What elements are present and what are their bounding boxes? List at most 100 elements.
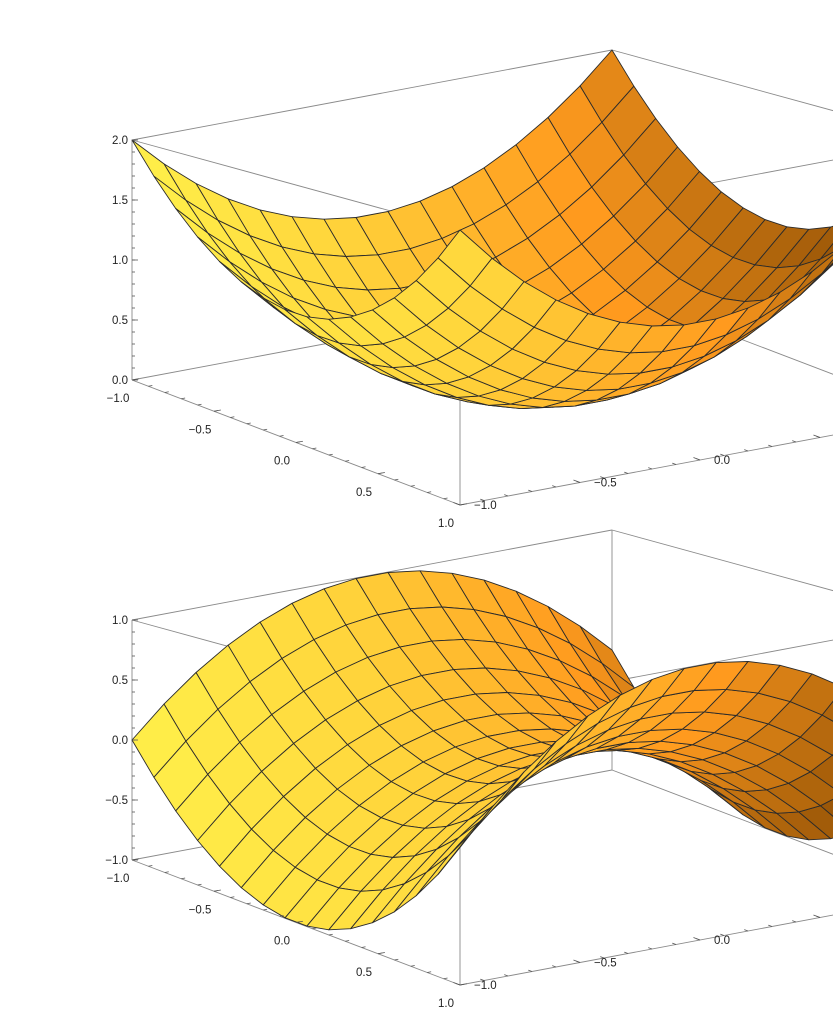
y-minor-tick: [744, 449, 749, 452]
x-minor-tick: [312, 447, 317, 450]
x-minor-tick: [377, 472, 383, 475]
z-tick-label: 1.0: [112, 615, 128, 627]
box-edge: [131, 529, 613, 621]
x-minor-tick: [427, 971, 432, 973]
y-minor-tick: [552, 485, 557, 488]
x-minor-tick: [213, 410, 219, 412]
x-minor-tick: [328, 933, 333, 936]
x-minor-tick: [361, 466, 366, 468]
surface-facet: [437, 229, 493, 287]
y-minor-tick: [456, 983, 461, 986]
x-minor-tick: [427, 491, 432, 493]
x-minor-tick: [345, 460, 350, 462]
y-minor-tick: [768, 444, 773, 447]
y-minor-tick: [744, 929, 749, 932]
y-minor-tick: [600, 956, 605, 959]
y-minor-tick: [720, 453, 725, 456]
z-tick-label: 0.5: [112, 315, 128, 327]
x-minor-tick: [394, 478, 399, 481]
z-tick-label: 0.0: [112, 375, 128, 387]
y-tick-label: −0.5: [594, 478, 617, 490]
y-minor-tick: [816, 915, 821, 918]
x-tick-label: 0.0: [274, 456, 290, 468]
x-minor-tick: [230, 416, 235, 418]
x-minor-tick: [443, 497, 448, 500]
x-minor-tick: [279, 915, 284, 917]
x-minor-tick: [164, 871, 169, 873]
y-minor-tick: [624, 471, 629, 474]
paraboloid-surface-plot[interactable]: −1.0−0.50.00.51.0−1.0−0.50.00.51.00.00.5…: [107, 49, 833, 530]
x-minor-tick: [443, 977, 448, 980]
y-minor-tick: [576, 960, 581, 963]
x-minor-tick: [197, 403, 202, 406]
y-tick-label: −1.0: [474, 500, 497, 512]
surface-facet: [131, 139, 187, 201]
surface-facet: [820, 798, 833, 817]
x-minor-tick: [361, 946, 366, 948]
y-minor-tick: [696, 458, 701, 461]
z-tick-label: 1.0: [112, 255, 128, 267]
box-edge: [459, 914, 833, 986]
x-minor-tick: [295, 441, 301, 443]
y-minor-tick: [504, 974, 509, 977]
x-minor-tick: [394, 958, 399, 961]
surface-facet: [820, 243, 833, 260]
x-tick-label: −1.0: [107, 873, 130, 885]
y-minor-tick: [528, 489, 533, 492]
box-edge: [459, 434, 833, 506]
surface-mesh: [131, 49, 833, 410]
y-tick-label: 0.0: [714, 935, 730, 947]
y-minor-tick: [816, 435, 821, 438]
x-minor-tick: [230, 896, 235, 898]
z-tick-label: 0.0: [112, 735, 128, 747]
x-minor-tick: [148, 865, 153, 867]
x-minor-tick: [410, 485, 415, 487]
z-tick-label: −1.0: [105, 855, 128, 867]
x-minor-tick: [263, 908, 268, 911]
x-minor-tick: [328, 453, 333, 456]
y-minor-tick: [480, 498, 485, 501]
y-minor-tick: [504, 494, 509, 497]
z-tick-label: 1.5: [112, 195, 128, 207]
y-minor-tick: [768, 924, 773, 927]
x-minor-tick: [148, 385, 153, 387]
y-minor-tick: [648, 947, 653, 950]
x-tick-label: 1.0: [438, 518, 454, 530]
saddle-surface-plot[interactable]: −1.0 −0.5 0.0 0.5 1.0 −1.0 −0.5 0.0 0.5 1.0 −1.0 −0…: [105, 529, 833, 1010]
y-minor-tick: [624, 951, 629, 954]
y-minor-tick: [720, 933, 725, 936]
y-minor-tick: [672, 942, 677, 945]
y-minor-tick: [792, 920, 797, 923]
box-edge: [611, 529, 833, 592]
z-tick-label: −0.5: [105, 795, 128, 807]
y-minor-tick: [600, 476, 605, 479]
surface-facet: [821, 700, 833, 722]
x-minor-tick: [279, 435, 284, 437]
z-tick-label: 2.0: [112, 135, 128, 147]
x-minor-tick: [181, 877, 186, 880]
x-minor-tick: [246, 902, 251, 905]
axes: −1.0 −0.5 0.0 0.5 1.0 −1.0 −0.5 0.0 0.5 1.0 −1.0 −0…: [105, 615, 821, 1010]
axes: −1.0−0.50.00.51.0−1.0−0.50.00.51.00.00.5…: [107, 135, 821, 530]
x-tick-label: 0.5: [356, 967, 372, 979]
surface-facet: [437, 806, 493, 875]
x-tick-label: 0.5: [356, 487, 372, 499]
y-tick-label: −1.0: [474, 980, 497, 992]
box-edge: [611, 769, 833, 855]
x-tick-label: −1.0: [107, 393, 130, 405]
box-edge: [131, 49, 613, 141]
y-minor-tick: [528, 969, 533, 972]
y-minor-tick: [792, 440, 797, 443]
y-minor-tick: [552, 965, 557, 968]
y-minor-tick: [456, 503, 461, 506]
y-minor-tick: [696, 938, 701, 941]
x-minor-tick: [181, 397, 186, 400]
x-tick-label: −0.5: [189, 424, 212, 436]
z-tick-label: 0.5: [112, 675, 128, 687]
x-minor-tick: [295, 921, 301, 923]
y-minor-tick: [480, 978, 485, 981]
box-edge: [611, 49, 833, 112]
x-minor-tick: [345, 940, 350, 942]
x-minor-tick: [312, 927, 317, 930]
